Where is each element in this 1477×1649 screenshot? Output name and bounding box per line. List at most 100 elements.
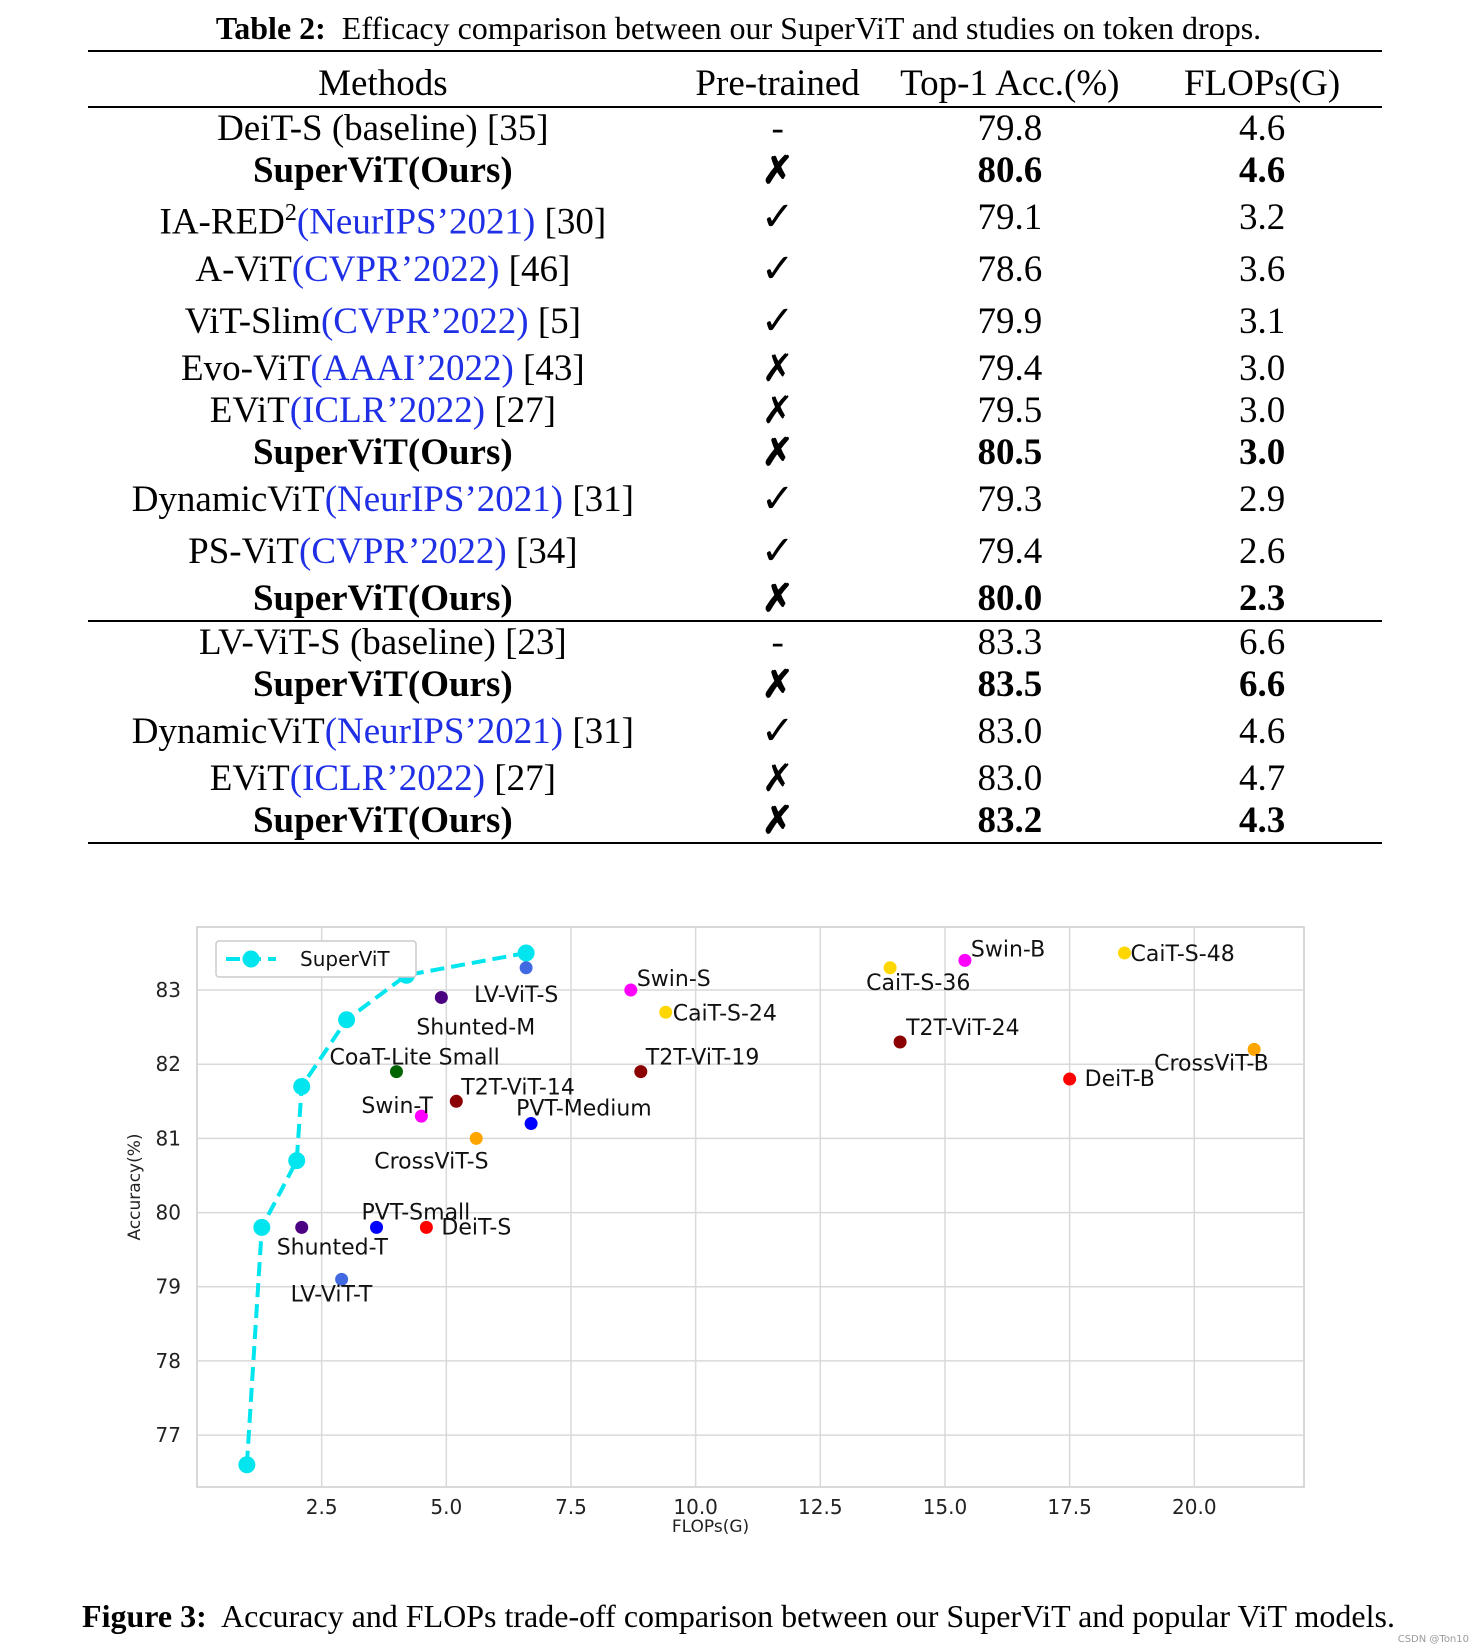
method-cell: SuperViT(Ours) bbox=[88, 800, 678, 843]
cross-icon: ✗ bbox=[761, 661, 794, 706]
method-name: SuperViT(Ours) bbox=[252, 578, 513, 619]
supervit-point bbox=[238, 1456, 256, 1474]
method-name: A-ViT bbox=[195, 249, 292, 290]
table-row: EViT(ICLR’2022) [27] ✗ 79.5 3.0 bbox=[88, 390, 1382, 432]
flops-cell: 6.6 bbox=[1238, 622, 1286, 663]
accuracy-cell: 80.5 bbox=[977, 432, 1043, 473]
flops-cell: 3.6 bbox=[1238, 249, 1286, 290]
method-venue: (NeurIPS’2021) bbox=[324, 479, 564, 520]
model-point bbox=[419, 1220, 433, 1234]
model-label: Swin-B bbox=[971, 937, 1045, 962]
table-row: SuperViT(Ours) ✗ 80.0 2.3 bbox=[88, 578, 1382, 621]
model-label: Swin-T bbox=[361, 1094, 433, 1119]
model-point bbox=[434, 990, 448, 1004]
table-row: SuperViT(Ours) ✗ 80.5 3.0 bbox=[88, 432, 1382, 474]
model-point bbox=[883, 961, 897, 975]
model-point bbox=[469, 1131, 483, 1145]
table-header-row: Methods Pre-trained Top-1 Acc.(%) FLOPs(… bbox=[88, 51, 1382, 107]
pretrained-cell: ✓ bbox=[678, 192, 878, 244]
method-name: DynamicViT bbox=[131, 711, 325, 752]
check-icon: ✓ bbox=[760, 476, 795, 522]
flops-cell: 3.2 bbox=[1238, 197, 1286, 238]
table-row: SuperViT(Ours) ✗ 83.5 6.6 bbox=[88, 664, 1382, 706]
method-reference: [46] bbox=[508, 249, 571, 290]
x-tick-label: 15.0 bbox=[923, 1495, 968, 1519]
method-venue: (NeurIPS’2021) bbox=[324, 711, 564, 752]
figure-caption: Figure 3: Accuracy and FLOPs trade-off c… bbox=[0, 1596, 1477, 1636]
method-venue: (AAAI’2022) bbox=[310, 348, 514, 389]
accuracy-cell: 79.4 bbox=[977, 531, 1043, 572]
check-icon: ✓ bbox=[760, 708, 795, 754]
pretrained-cell: ✗ bbox=[678, 758, 878, 800]
y-axis-label: Accuracy(%) bbox=[125, 1133, 145, 1240]
pretrained-cell: ✗ bbox=[678, 578, 878, 621]
x-tick-label: 2.5 bbox=[306, 1495, 338, 1519]
model-point bbox=[624, 983, 638, 997]
table-row: IA-RED2(NeurIPS’2021) [30] ✓ 79.1 3.2 bbox=[88, 192, 1382, 244]
cross-icon: ✗ bbox=[761, 797, 794, 842]
method-name: SuperViT(Ours) bbox=[252, 800, 513, 841]
method-reference: [35] bbox=[486, 108, 549, 149]
legend-box bbox=[215, 940, 417, 978]
flops-cell: 2.9 bbox=[1238, 479, 1286, 520]
table-row: DynamicViT(NeurIPS’2021) [31] ✓ 83.0 4.6 bbox=[88, 706, 1382, 758]
legend-label: SuperViT bbox=[300, 947, 390, 971]
model-point bbox=[449, 1094, 463, 1108]
accuracy-cell: 83.5 bbox=[977, 664, 1043, 705]
model-label: CaiT-S-48 bbox=[1130, 942, 1234, 967]
accuracy-cell: 79.9 bbox=[977, 301, 1043, 342]
table-row: EViT(ICLR’2022) [27] ✗ 83.0 4.7 bbox=[88, 758, 1382, 800]
table-section-lvvit: LV-ViT-S (baseline) [23] -83.3 6.6 SuperViT… bbox=[88, 621, 1382, 843]
method-cell: LV-ViT-S (baseline) [23] bbox=[88, 621, 678, 664]
x-tick-label: 7.5 bbox=[555, 1495, 587, 1519]
x-axis-label: FLOPs(G) bbox=[672, 1517, 749, 1537]
x-tick-label: 12.5 bbox=[798, 1495, 843, 1519]
supervit-point bbox=[338, 1011, 356, 1029]
model-label: LV-ViT-T bbox=[291, 1282, 373, 1307]
table-row: Evo-ViT(AAAI’2022) [43] ✗ 79.4 3.0 bbox=[88, 348, 1382, 390]
method-cell: DynamicViT(NeurIPS’2021) [31] bbox=[88, 706, 678, 758]
method-reference: [43] bbox=[523, 348, 585, 389]
flops-cell: 4.6 bbox=[1238, 108, 1286, 149]
pretrained-cell: ✗ bbox=[678, 348, 878, 390]
table-row: DeiT-S (baseline) [35] - 79.8 4.6 bbox=[88, 107, 1382, 150]
method-cell: SuperViT(Ours) bbox=[88, 664, 678, 706]
x-tick-label: 20.0 bbox=[1172, 1495, 1217, 1519]
accuracy-cell: 79.1 bbox=[977, 197, 1043, 238]
flops-cell: 3.0 bbox=[1238, 390, 1286, 431]
table-caption-text: Efficacy comparison between our SuperViT… bbox=[341, 10, 1262, 46]
accuracy-cell: 80.6 bbox=[977, 150, 1043, 191]
header-pretrained: Pre-trained bbox=[695, 63, 860, 104]
method-cell: DynamicViT(NeurIPS’2021) [31] bbox=[88, 474, 678, 526]
model-label: DeiT-B bbox=[1085, 1067, 1155, 1092]
method-name: DynamicViT bbox=[131, 479, 325, 520]
model-point bbox=[389, 1065, 403, 1079]
cross-icon: ✗ bbox=[761, 147, 794, 192]
accuracy-cell: 79.5 bbox=[977, 390, 1043, 431]
method-cell: Evo-ViT(AAAI’2022) [43] bbox=[88, 348, 678, 390]
model-point bbox=[893, 1035, 907, 1049]
pretrained-cell: ✓ bbox=[678, 526, 878, 578]
method-reference: [23] bbox=[505, 622, 567, 663]
flops-cell: 2.6 bbox=[1238, 531, 1286, 572]
check-icon: ✓ bbox=[760, 298, 795, 344]
method-name: SuperViT(Ours) bbox=[252, 150, 513, 191]
table-section-deit: DeiT-S (baseline) [35] -79.8 4.6 SuperViT(O… bbox=[88, 107, 1382, 621]
method-cell: IA-RED2(NeurIPS’2021) [30] bbox=[88, 192, 678, 244]
method-cell: PS-ViT(CVPR’2022) [34] bbox=[88, 526, 678, 578]
method-venue: (CVPR’2022) bbox=[299, 531, 507, 572]
model-point bbox=[335, 1272, 349, 1286]
flops-cell: 3.0 bbox=[1238, 348, 1286, 389]
cross-icon: ✗ bbox=[761, 388, 794, 432]
pretrained-cell: ✓ bbox=[678, 244, 878, 296]
method-name: Evo-ViT bbox=[181, 348, 311, 389]
pretrained-cell: ✓ bbox=[678, 706, 878, 758]
model-point bbox=[295, 1220, 309, 1234]
model-label: CrossViT-S bbox=[374, 1149, 488, 1174]
model-label: Shunted-T bbox=[277, 1235, 389, 1260]
method-venue: (CVPR’2022) bbox=[291, 249, 500, 290]
pretrained-cell: ✗ bbox=[678, 390, 878, 432]
pretrained-cell: ✗ bbox=[678, 800, 878, 843]
dash-mark: - bbox=[771, 108, 784, 149]
flops-cell: 6.6 bbox=[1238, 664, 1286, 705]
